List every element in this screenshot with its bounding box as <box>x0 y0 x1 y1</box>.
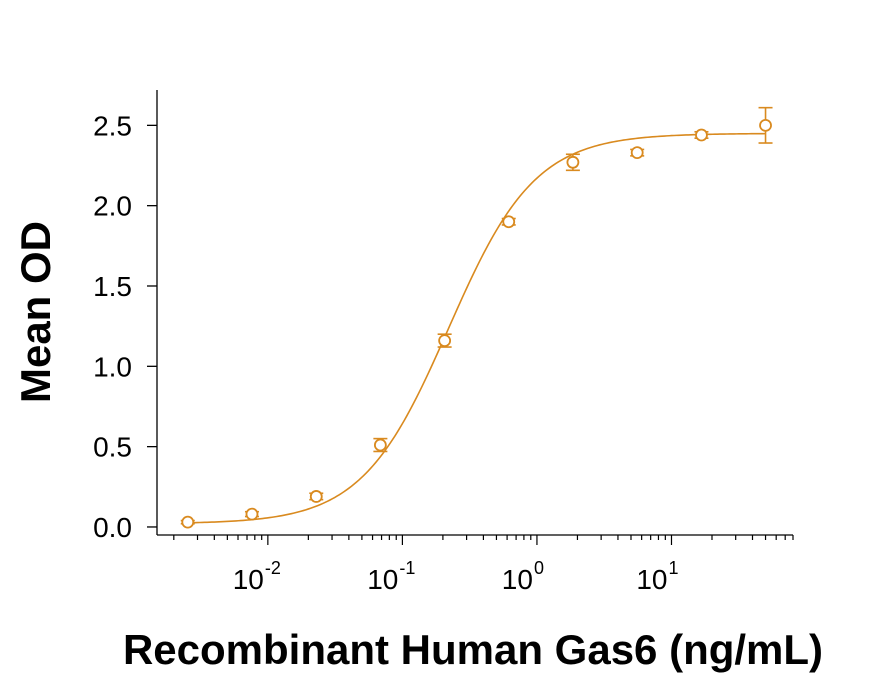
x-tick-label-exponent: 0 <box>534 558 544 578</box>
point-marker <box>502 215 516 229</box>
point-marker <box>566 155 580 169</box>
x-ticks: 10 -2 10 -1 10 0 10 1 <box>173 535 794 595</box>
data-point <box>630 146 645 160</box>
x-tick-label: 10 -1 <box>367 558 415 595</box>
fit-curve <box>187 132 766 524</box>
data-point <box>758 106 773 144</box>
point-marker <box>373 438 387 452</box>
y-ticks: 0.0 0.5 1.0 1.5 2.0 2.5 <box>93 110 157 543</box>
plot-area <box>180 106 773 529</box>
point-marker <box>630 146 644 160</box>
y-tick-label: 0.5 <box>93 432 132 463</box>
x-tick-label: 10 -2 <box>233 558 281 595</box>
x-tick-label-base: 10 <box>367 564 398 595</box>
point-marker <box>181 515 195 529</box>
point-marker <box>438 334 452 348</box>
x-tick-label-base: 10 <box>233 564 264 595</box>
data-point <box>373 437 388 453</box>
point-marker <box>309 490 323 503</box>
point-marker <box>245 507 259 521</box>
x-tick-label: 10 1 <box>636 558 678 595</box>
x-tick-label-base: 10 <box>636 564 667 595</box>
point-marker <box>695 128 708 142</box>
x-axis-title: Recombinant Human Gas6 (ng/mL) <box>123 626 823 673</box>
y-tick-label: 1.5 <box>93 271 132 302</box>
axes: 0.00.51.01.52.02.5 10 -2 10 -1 10 0 10 1 <box>93 90 794 595</box>
data-point <box>309 490 324 503</box>
x-tick-label-exponent: 1 <box>668 558 678 578</box>
y-tick-label: 2.0 <box>93 191 132 222</box>
x-tick-label-exponent: -2 <box>265 558 281 578</box>
data-point <box>565 153 580 172</box>
data-point <box>694 128 709 142</box>
y-tick-label: 1.0 <box>93 351 132 382</box>
data-point <box>501 215 516 229</box>
data-point <box>180 515 195 529</box>
data-point <box>244 507 259 521</box>
x-tick-label: 10 0 <box>502 558 544 595</box>
y-axis-title: Mean OD <box>12 221 59 403</box>
y-tick-label: 0.0 <box>93 512 132 543</box>
y-tick-label: 2.5 <box>93 110 132 141</box>
point-marker <box>759 118 772 132</box>
data-point <box>437 333 452 348</box>
x-tick-label-base: 10 <box>502 564 533 595</box>
x-tick-label-exponent: -1 <box>399 558 415 578</box>
